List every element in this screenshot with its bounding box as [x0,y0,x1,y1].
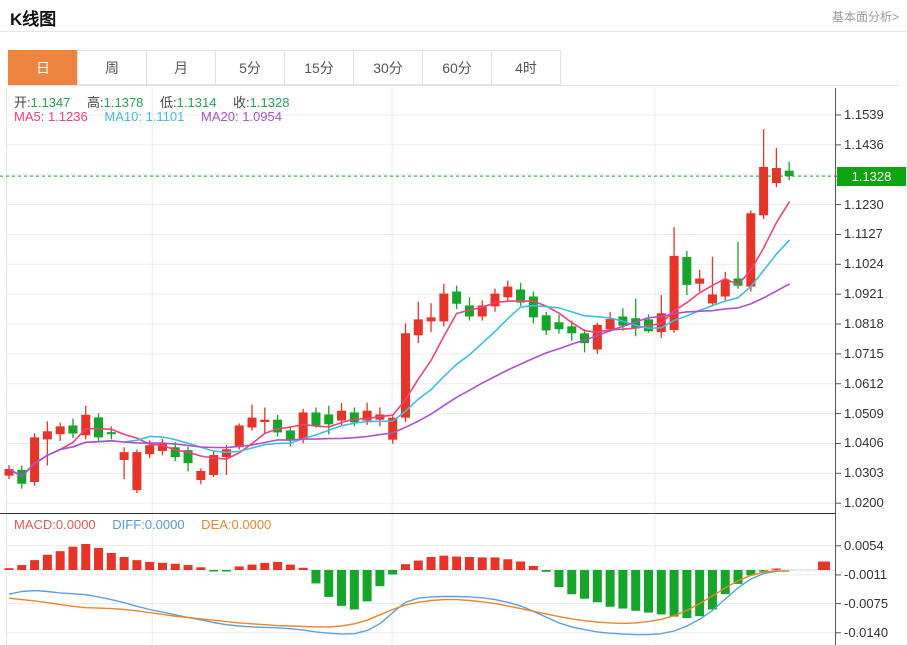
price-axis-label: 1.0612 [844,375,884,391]
header-divider [0,31,907,32]
open-readout: 开:1.1347 [14,95,71,110]
macd-axis-label: -0.0140 [844,624,889,640]
close-readout: 收:1.1328 [233,95,290,110]
price-axis-label: 1.0406 [844,435,884,451]
tab-60min[interactable]: 60分 [422,50,492,85]
price-axis-label: 1.1230 [844,196,884,212]
page-title: K线图 [10,10,57,29]
macd-axis-label: -0.0075 [844,595,889,611]
macd-axis-label: -0.0011 [844,566,888,582]
macd-legend: MACD:0.0000 DIFF:0.0000 DEA:0.0000 [14,517,284,532]
tab-30min[interactable]: 30分 [353,50,423,85]
diff-readout: DIFF:0.0000 [112,517,185,532]
price-axis-label: 1.1539 [844,107,884,122]
price-axis-label: 1.0818 [844,316,884,332]
ma5-readout: MA5: 1.1236 [14,109,88,124]
price-axis-label: 1.1127 [844,226,883,242]
tab-15min[interactable]: 15分 [284,50,354,85]
fundamental-analysis-link[interactable]: 基本面分析> [831,10,899,24]
ma-legend: MA5: 1.1236 MA10: 1.1101 MA20: 1.0954 [14,109,295,124]
price-axis-label: 1.0509 [844,405,884,421]
ma20-readout: MA20: 1.0954 [200,109,282,124]
tab-month[interactable]: 月 [146,50,216,85]
period-tabbar: 日 周 月 5分 15分 30分 60分 4时 [8,50,899,86]
low-readout: 低:1.1314 [160,95,217,110]
price-axis-label: 1.1024 [844,256,884,272]
price-axis-label: 1.1436 [844,136,884,152]
price-axis-label: 1.0200 [844,495,884,511]
tab-day[interactable]: 日 [8,50,78,85]
high-readout: 高:1.1378 [87,95,144,110]
tab-4hour[interactable]: 4时 [491,50,561,85]
ohlc-legend: 开:1.1347 高:1.1378 低:1.1314 收:1.1328 [14,92,302,111]
price-axis-label: 1.0303 [844,465,884,481]
ma10-readout: MA10: 1.1101 [104,109,185,124]
dea-readout: DEA:0.0000 [201,517,272,532]
tab-5min[interactable]: 5分 [215,50,285,85]
macd-readout: MACD:0.0000 [14,517,96,532]
macd-axis-label: 0.0054 [844,537,884,553]
current-price-badge: 1.1328 [837,166,906,186]
price-axis-label: 1.0715 [844,345,884,361]
price-axis-label: 1.0921 [844,286,884,302]
